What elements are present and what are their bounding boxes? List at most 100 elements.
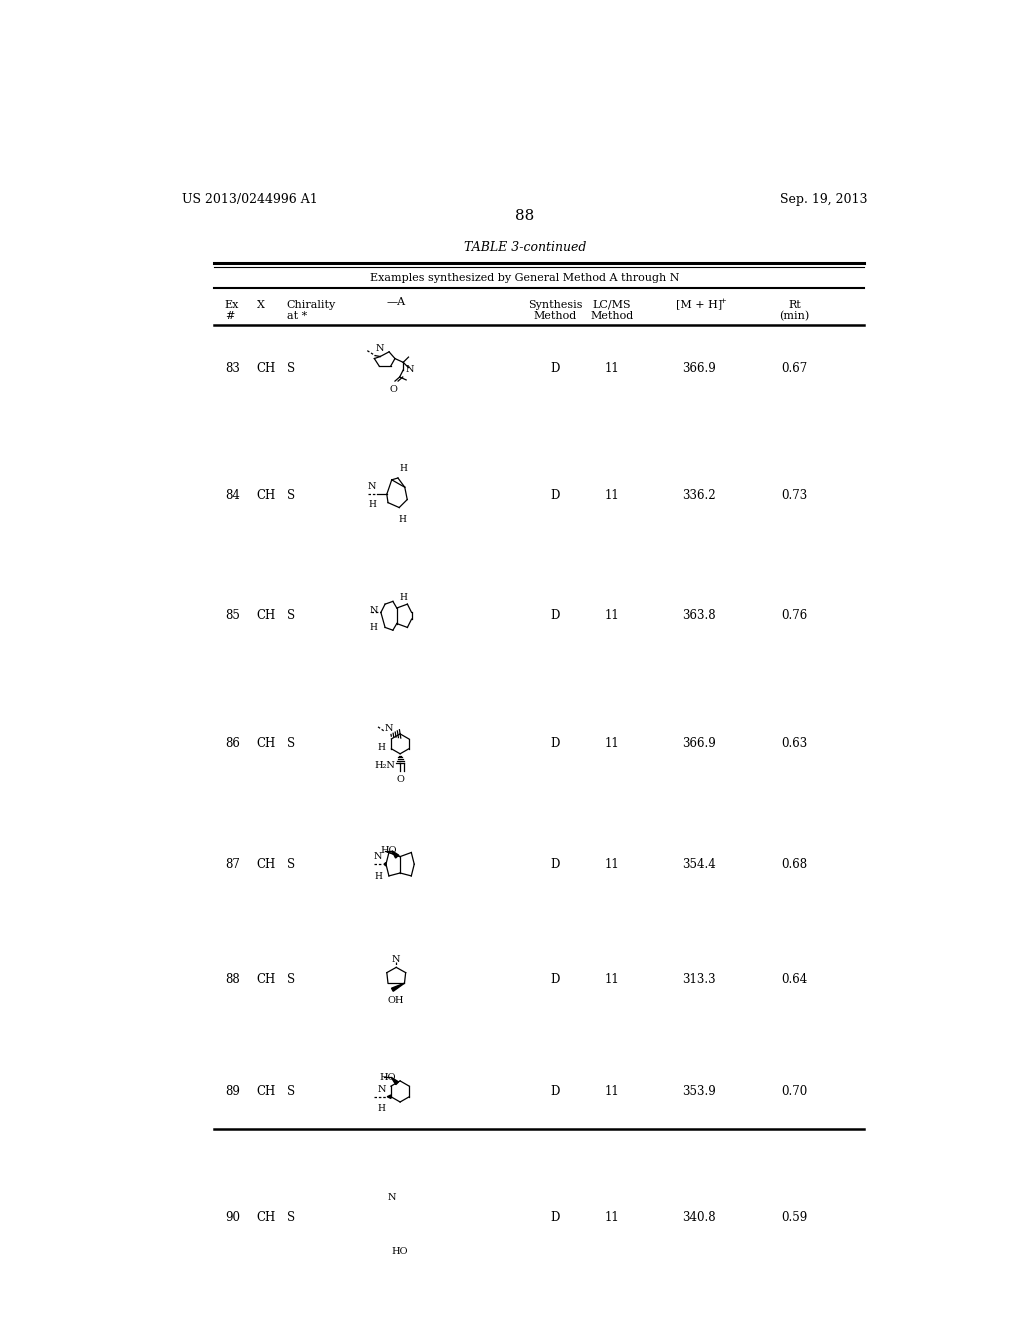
Text: 88: 88 — [225, 973, 240, 986]
Text: 0.70: 0.70 — [781, 1085, 808, 1098]
Text: US 2013/0244996 A1: US 2013/0244996 A1 — [182, 193, 317, 206]
Text: 313.3: 313.3 — [683, 973, 716, 986]
Text: HO: HO — [380, 846, 396, 855]
Text: O: O — [396, 775, 404, 784]
Text: HO: HO — [379, 1073, 395, 1082]
Text: +: + — [719, 297, 726, 305]
Text: 0.73: 0.73 — [781, 490, 808, 503]
Text: CH: CH — [257, 610, 275, 622]
Text: S: S — [287, 610, 295, 622]
Text: S: S — [287, 490, 295, 503]
Text: D: D — [550, 858, 560, 871]
Text: D: D — [550, 362, 560, 375]
Text: #: # — [225, 312, 234, 321]
Text: H: H — [378, 1105, 386, 1114]
Text: OH: OH — [388, 995, 404, 1005]
Text: 353.9: 353.9 — [683, 1085, 716, 1098]
Text: Ex: Ex — [225, 300, 240, 310]
Text: H: H — [399, 465, 408, 474]
Text: 0.76: 0.76 — [781, 610, 808, 622]
Text: N: N — [374, 853, 382, 861]
Text: CH: CH — [257, 490, 275, 503]
Text: N: N — [368, 482, 376, 491]
Text: H: H — [400, 593, 408, 602]
Text: S: S — [287, 973, 295, 986]
Text: N: N — [406, 366, 414, 375]
Text: —A: —A — [387, 297, 406, 306]
Text: CH: CH — [257, 1085, 275, 1098]
Text: 11: 11 — [605, 1085, 620, 1098]
Text: Examples synthesized by General Method A through N: Examples synthesized by General Method A… — [370, 273, 680, 284]
Text: Rt: Rt — [788, 300, 801, 310]
Text: Method: Method — [534, 312, 577, 321]
Text: 11: 11 — [605, 1210, 620, 1224]
Text: [M + H]: [M + H] — [676, 300, 723, 310]
Text: Chirality: Chirality — [287, 300, 336, 310]
Text: CH: CH — [257, 973, 275, 986]
Text: LC/MS: LC/MS — [593, 300, 632, 310]
Text: N: N — [385, 723, 393, 733]
Text: 85: 85 — [225, 610, 240, 622]
Polygon shape — [391, 1077, 398, 1085]
Text: 0.63: 0.63 — [781, 738, 808, 750]
Text: S: S — [287, 738, 295, 750]
Text: N: N — [388, 1193, 396, 1203]
Text: N: N — [377, 1085, 386, 1094]
Text: 363.8: 363.8 — [683, 610, 716, 622]
Text: (min): (min) — [779, 312, 810, 321]
Text: 83: 83 — [225, 362, 240, 375]
Text: 0.68: 0.68 — [781, 858, 808, 871]
Polygon shape — [391, 983, 404, 991]
Text: 88: 88 — [515, 210, 535, 223]
Text: D: D — [550, 490, 560, 503]
Text: 89: 89 — [225, 1085, 240, 1098]
Text: Sep. 19, 2013: Sep. 19, 2013 — [780, 193, 867, 206]
Text: TABLE 3-continued: TABLE 3-continued — [464, 242, 586, 255]
Text: N: N — [370, 606, 378, 615]
Text: S: S — [287, 1085, 295, 1098]
Text: S: S — [287, 1210, 295, 1224]
Text: O: O — [389, 385, 397, 393]
Text: H: H — [370, 623, 378, 632]
Text: 11: 11 — [605, 610, 620, 622]
Text: S: S — [287, 858, 295, 871]
Text: 86: 86 — [225, 738, 240, 750]
Text: 354.4: 354.4 — [683, 858, 716, 871]
Text: 87: 87 — [225, 858, 240, 871]
Text: 340.8: 340.8 — [683, 1210, 716, 1224]
Text: at *: at * — [287, 312, 307, 321]
Text: CH: CH — [257, 362, 275, 375]
Text: H: H — [368, 500, 376, 510]
Text: N: N — [376, 345, 384, 354]
Text: X: X — [257, 300, 264, 310]
Text: S: S — [287, 362, 295, 375]
Polygon shape — [392, 851, 398, 858]
Text: 84: 84 — [225, 490, 240, 503]
Text: 11: 11 — [605, 858, 620, 871]
Text: D: D — [550, 738, 560, 750]
Text: N: N — [392, 956, 400, 965]
Text: D: D — [550, 1210, 560, 1224]
Text: HO: HO — [392, 1247, 409, 1257]
Text: 366.9: 366.9 — [683, 738, 716, 750]
Text: 0.64: 0.64 — [781, 973, 808, 986]
Text: 11: 11 — [605, 362, 620, 375]
Text: CH: CH — [257, 738, 275, 750]
Text: 11: 11 — [605, 973, 620, 986]
Polygon shape — [387, 1096, 391, 1098]
Text: H₂N: H₂N — [375, 762, 395, 770]
Text: Synthesis: Synthesis — [527, 300, 583, 310]
Text: CH: CH — [257, 1210, 275, 1224]
Text: D: D — [550, 973, 560, 986]
Text: H: H — [378, 743, 386, 752]
Text: CH: CH — [257, 858, 275, 871]
Text: Method: Method — [591, 312, 634, 321]
Text: H: H — [398, 515, 407, 524]
Text: 11: 11 — [605, 738, 620, 750]
Polygon shape — [384, 862, 386, 866]
Text: 0.59: 0.59 — [781, 1210, 808, 1224]
Text: 366.9: 366.9 — [683, 362, 716, 375]
Text: H: H — [375, 873, 382, 880]
Text: 11: 11 — [605, 490, 620, 503]
Text: D: D — [550, 610, 560, 622]
